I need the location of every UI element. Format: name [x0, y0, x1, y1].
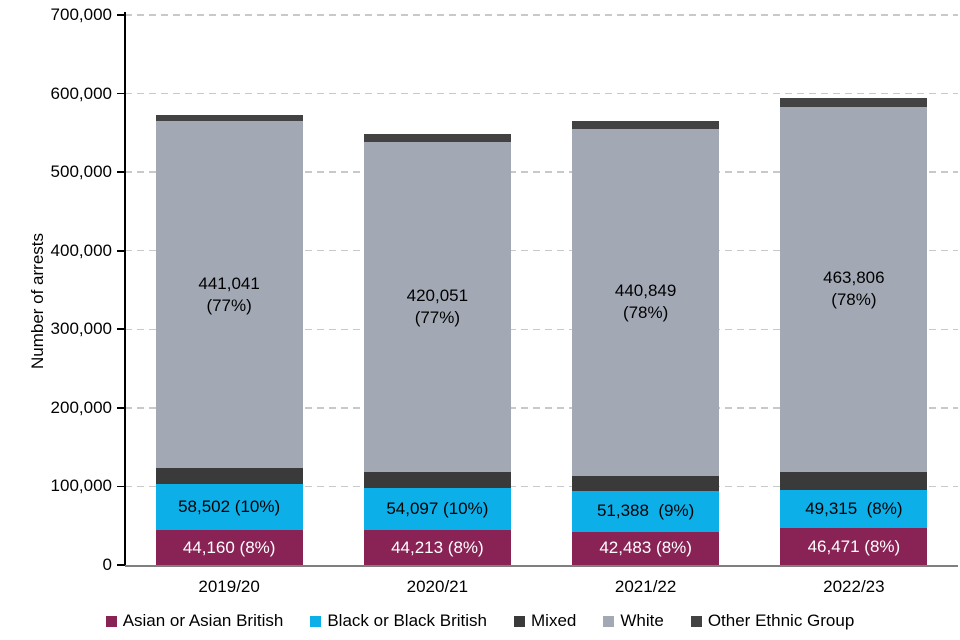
legend-label: Asian or Asian British: [122, 611, 284, 630]
legend-label: Other Ethnic Group: [707, 611, 855, 630]
bar-segment-asian-or-asian-british: [155, 530, 303, 565]
bar-segment-label: 49,315 (8%): [805, 499, 903, 519]
bar-segment-mixed: [155, 467, 303, 485]
bar-segment-white: [363, 141, 511, 472]
bar-segment-white: [780, 107, 928, 472]
gridline: [125, 171, 958, 173]
bar-segment-black-or-black-british: [155, 484, 303, 531]
bar-segment-label: 420,051 (77%): [406, 285, 469, 327]
y-axis-tick-label: 600,000: [50, 83, 112, 103]
bar-segment-label: 42,483 (8%): [599, 538, 692, 558]
y-axis-tick: [117, 249, 124, 252]
legend-item-asian-or-asian-british: Asian or Asian British: [105, 611, 284, 631]
y-axis-tick: [117, 328, 124, 331]
bar-segment-other-ethnic-group: [572, 120, 720, 130]
y-axis-tick: [117, 485, 124, 488]
legend-swatch: [514, 615, 525, 627]
legend-label: Mixed: [531, 611, 577, 630]
legend-swatch: [310, 615, 322, 627]
gridline: [125, 485, 958, 488]
bar-segment-white: [155, 121, 303, 468]
bar-segment-other-ethnic-group: [155, 114, 303, 122]
gridline: [125, 407, 958, 409]
bar-segment-label: 440,849 (78%): [614, 281, 677, 323]
x-axis-category-label: 2021/22: [614, 577, 677, 596]
y-axis-tick-label: 500,000: [50, 162, 112, 182]
y-axis-tick-label: 200,000: [50, 397, 112, 417]
y-axis-tick-label: 0: [102, 555, 112, 574]
x-axis-category-label: 2019/20: [198, 577, 260, 596]
bar-segment-label: 441,041 (77%): [198, 273, 260, 315]
x-axis-category-label: 2020/21: [406, 577, 469, 596]
legend-item-mixed: Mixed: [514, 611, 576, 631]
bar-segment-black-or-black-british: [572, 491, 720, 532]
bar-segment-other-ethnic-group: [363, 134, 511, 142]
bar-segment-label: 58,502 (10%): [178, 497, 281, 517]
y-axis-line: [124, 12, 126, 566]
legend-item-black-or-black-british: Black or Black British: [310, 611, 487, 631]
bar-segment-black-or-black-british: [780, 489, 928, 529]
legend-label: Black or Black British: [327, 611, 487, 630]
bar-segment-asian-or-asian-british: [572, 531, 720, 565]
bar-segment-label: 54,097 (10%): [386, 499, 489, 518]
y-axis-tick: [117, 171, 124, 174]
legend-swatch: [603, 615, 615, 627]
y-axis-tick: [117, 564, 124, 566]
bar-segment-other-ethnic-group: [780, 98, 928, 108]
y-axis-title: Number of arrests: [28, 232, 47, 370]
y-axis-tick-label: 100,000: [50, 476, 112, 496]
y-axis-tick: [117, 14, 124, 16]
y-axis-tick: [117, 92, 124, 95]
gridline: [125, 328, 958, 330]
legend-item-other-ethnic-group: Other Ethnic Group: [690, 611, 855, 631]
y-axis-tick-label: 300,000: [50, 319, 112, 339]
legend-item-white: White: [603, 611, 664, 631]
x-axis-line: [125, 565, 958, 567]
y-axis-tick-label: 700,000: [50, 5, 112, 24]
y-axis-tick-label: 400,000: [50, 240, 112, 260]
bar-segment-mixed: [363, 471, 511, 488]
legend-swatch: [690, 615, 702, 627]
legend-label: White: [620, 611, 664, 630]
bar-segment-mixed: [780, 471, 928, 490]
bar-segment-asian-or-asian-british: [780, 528, 928, 565]
legend-swatch: [105, 615, 117, 627]
bar-segment-label: 44,213 (8%): [391, 537, 484, 557]
bar-segment-label: 463,806 (78%): [823, 268, 885, 310]
gridline: [125, 92, 958, 95]
legend: Asian or Asian British Black or Black Bri…: [0, 609, 960, 633]
bar-segment-asian-or-asian-british: [363, 530, 511, 565]
y-axis-tick: [117, 406, 124, 409]
bar-segment-label: 46,471 (8%): [807, 536, 901, 556]
bar-segment-white: [572, 129, 720, 476]
x-axis-category-label: 2022/23: [823, 577, 885, 596]
bar-segment-label: 44,160 (8%): [182, 537, 276, 557]
gridline: [125, 14, 958, 16]
bar-segment-label: 51,388 (9%): [596, 501, 695, 521]
bar-segment-mixed: [572, 475, 720, 492]
gridline: [125, 250, 958, 252]
bar-segment-black-or-black-british: [363, 487, 511, 531]
